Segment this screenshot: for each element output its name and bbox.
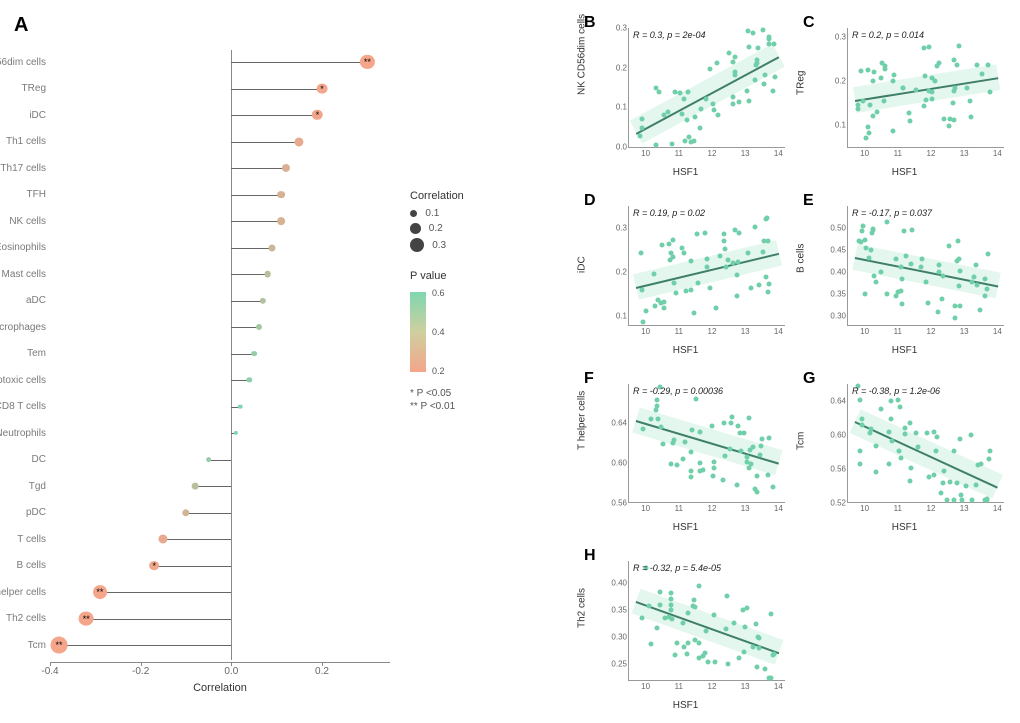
lolli-dot [51,637,68,654]
lolli-label: NK cells [9,216,46,227]
lolli-row: Th17 cells [50,162,390,174]
lolli-row: NK CD56dim cells** [50,56,390,68]
scatter-panel-h: HR = -0.32, p = 5.4e-0510111213140.250.3… [580,543,791,713]
scatter-panel-d: DR = 0.19, p = 0.0210111213140.10.20.3iD… [580,188,791,358]
lolli-row: NK cells [50,215,390,227]
lolli-dot [93,585,107,599]
lolli-dot [149,561,159,571]
lolli-row: Tgd [50,480,390,492]
lollipop-chart: NK CD56dim cells** TReg* iDC* Th1 cells Th17… [50,40,390,690]
lolli-row: Tcm** [50,639,390,651]
lolli-dot [277,217,285,225]
lolli-row: Neutrophils [50,427,390,439]
lolli-label: Eosinophils [0,242,46,253]
lolli-dot [264,271,271,278]
lolli-label: Cytotoxic cells [0,375,46,386]
lolli-label: pDC [26,507,46,518]
lolli-label: B cells [17,560,46,571]
legend-size-rows: 0.10.20.3 [410,208,464,252]
scatter-panel-g: GR = -0.38, p = 1.2e-0610111213140.520.5… [799,366,1010,536]
lolli-dot [312,110,322,120]
scatter-panel-c: CR = 0.2, p = 0.01410111213140.10.20.3TR… [799,10,1010,180]
legend-sig1: * P <0.05 [410,388,464,399]
legend-corr-title: Correlation [410,190,464,202]
lolli-row: B cells* [50,560,390,572]
legend: Correlation 0.10.20.3 P value 0.6 0.4 0.… [410,190,464,412]
lolli-dot [317,83,328,94]
lolli-label: CD8 T cells [0,401,46,412]
lolli-row: DC [50,454,390,466]
lolli-row: iDC* [50,109,390,121]
lolli-dot [206,457,212,463]
lolli-label: DC [32,454,46,465]
lolli-dot [159,534,168,543]
lolli-dot [251,351,257,357]
lolli-row: T cells [50,533,390,545]
panel-a: A NK CD56dim cells** TReg* iDC* Th1 cells Th… [10,10,570,713]
lolli-label: Tgd [29,481,46,492]
lolli-row: Mast cells [50,268,390,280]
lolli-dot [282,164,290,172]
scatter-panel-e: ER = -0.17, p = 0.03710111213140.300.350… [799,188,1010,358]
lolli-label: aDC [26,295,46,306]
lolli-row: TReg* [50,83,390,95]
lolli-label: iDC [29,110,46,121]
scatter-grid: BR = 0.3, p = 2e-0410111213140.00.10.20.… [570,10,1010,713]
lolli-row: Th1 cells [50,136,390,148]
lolli-dot [79,611,94,626]
lolli-label: Th2 cells [6,613,46,624]
lolli-dot [234,431,238,435]
lolli-dot [295,137,304,146]
panel-letter-a: A [14,14,28,37]
lolli-row: Cytotoxic cells [50,374,390,386]
lolli-label: Macrophages [0,322,46,333]
lolli-label: Neutrophils [0,428,46,439]
lolli-dot [182,509,189,516]
lolli-label: T cells [17,534,46,545]
lolli-dot [247,377,252,382]
scatter-panel-b: BR = 0.3, p = 2e-0410111213140.00.10.20.… [580,10,791,180]
lolli-label: Th17 cells [0,163,46,174]
legend-sig2: ** P <0.01 [410,401,464,412]
lolli-row: pDC [50,507,390,519]
lolli-row: T helper cells** [50,586,390,598]
lolli-label: Tcm [28,640,46,651]
lolli-dot [256,324,262,330]
legend-p-title: P value [410,270,464,282]
lolli-row: Tem [50,348,390,360]
lolli-row: Eosinophils [50,242,390,254]
lolli-row: aDC [50,295,390,307]
lolli-row: CD8 T cells [50,401,390,413]
lolli-dot [238,404,243,409]
lolli-label: NK CD56dim cells [0,57,46,68]
lolli-dot [360,55,374,69]
lolli-row: Macrophages [50,321,390,333]
lolli-dot [277,191,285,199]
lolli-label: Tem [27,348,46,359]
lolli-label: Mast cells [2,269,46,280]
lolli-dot [192,483,199,490]
scatter-panel-f: FR = -0.29, p = 0.0003610111213140.560.6… [580,366,791,536]
lolli-label: T helper cells [0,587,46,598]
lolli-dot [269,244,276,251]
lolli-label: TReg [22,83,46,94]
legend-gradient [410,292,426,372]
lolli-label: Th1 cells [6,136,46,147]
lolli-label: TFH [27,189,46,200]
lolli-row: Th2 cells** [50,613,390,625]
lolli-row: TFH [50,189,390,201]
lolli-dot [260,297,266,303]
